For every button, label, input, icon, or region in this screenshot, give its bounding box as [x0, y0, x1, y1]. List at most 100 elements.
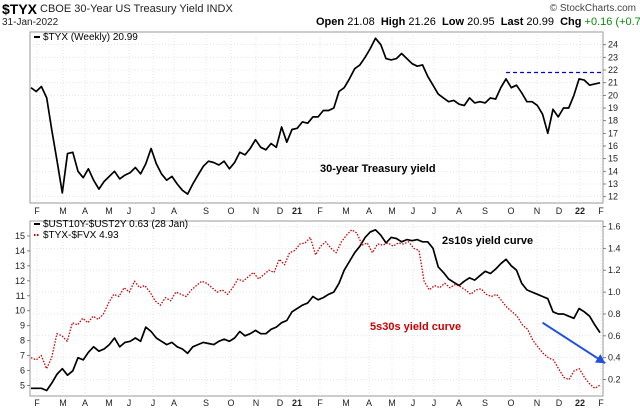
y-tick-label: 24: [608, 40, 618, 50]
last-value: 20.99: [526, 16, 554, 28]
open-label: Open: [316, 16, 345, 28]
x-tick-label: F: [34, 398, 40, 408]
left-tick-label: 9: [20, 321, 25, 331]
x-tick-label: F: [317, 398, 323, 408]
x-tick-label: N: [534, 206, 541, 216]
x-tick-label: J: [432, 398, 437, 408]
legend-entry: $UST10Y-$UST2Y 0.63 (28 Jan): [43, 219, 188, 230]
x-tick-label: J: [432, 206, 437, 216]
right-tick-label: 0.4: [608, 353, 621, 363]
x-tick-label: O: [507, 398, 514, 408]
x-tick-label: M: [59, 398, 67, 408]
x-tick-label: F: [34, 206, 40, 216]
right-tick-label: 0.8: [608, 309, 621, 319]
annotation-2s10s: 2s10s yield curve: [442, 235, 533, 247]
low-value: 20.95: [467, 16, 495, 28]
legend-entry: $TYX-$FVX 4.93: [43, 230, 119, 241]
tyx-weekly-line: [30, 37, 601, 195]
x-tick-label: M: [59, 206, 67, 216]
x-tick-label: A: [171, 398, 177, 408]
left-tick-label: 15: [15, 231, 25, 241]
left-tick-label: 13: [15, 261, 25, 271]
y-tick-label: 20: [608, 90, 618, 100]
x-tick-label: S: [482, 398, 488, 408]
x-tick-label: O: [227, 206, 234, 216]
chart-date: 31-Jan-2022: [2, 17, 59, 28]
x-tick-label: A: [366, 206, 372, 216]
curve-2s10s-line: [31, 228, 601, 392]
x-tick-label: O: [507, 206, 514, 216]
x-tick-label: M: [105, 206, 113, 216]
left-tick-label: 14: [15, 246, 25, 256]
legend-entry: $TYX (Weekly) 20.99: [43, 32, 138, 43]
last-label: Last: [500, 16, 524, 28]
x-tick-label: S: [482, 206, 488, 216]
y-tick-label: 16: [608, 141, 618, 151]
x-tick-label: 22: [575, 206, 585, 216]
left-tick-label: 6: [20, 366, 25, 376]
curve-5s30s-line: [30, 229, 601, 389]
x-tick-label: J: [151, 398, 156, 408]
y-tick-label: 23: [608, 52, 618, 62]
x-tick-label: M: [105, 398, 113, 408]
x-tick-label: A: [456, 206, 462, 216]
chart-header: $TYX CBOE 30-Year US Treasury Yield INDX…: [0, 0, 640, 30]
x-tick-label: J: [127, 398, 132, 408]
x-tick-label: M: [388, 206, 396, 216]
x-tick-label: D: [556, 398, 563, 408]
x-tick-label: J: [411, 206, 416, 216]
right-tick-label: 0.2: [608, 375, 621, 385]
right-tick-label: 1.2: [608, 265, 621, 275]
x-tick-label: 22: [575, 398, 585, 408]
low-label: Low: [442, 16, 465, 28]
x-tick-label: A: [171, 206, 177, 216]
trend-arrow-shaft: [542, 321, 606, 365]
quote-bar: Open 21.08 High 21.26 Low 20.95 Last 20.…: [316, 16, 640, 28]
right-tick-label: 1.0: [608, 287, 621, 297]
chart-panel-top: 12 13 14 15 16 17 18 19 20 21 22 23 24 $TYX (Weekly) …: [29, 31, 618, 204]
x-tick-label: N: [534, 398, 541, 408]
chg-label: Chg: [560, 16, 582, 28]
brand-credit: © StockCharts.com: [549, 3, 636, 14]
x-tick-label: A: [82, 206, 88, 216]
x-tick-label: S: [203, 398, 209, 408]
y-tick-label: 18: [608, 116, 618, 126]
y-tick-label: 14: [608, 166, 618, 176]
open-value: 21.08: [347, 16, 375, 28]
x-tick-label: 21: [292, 398, 302, 408]
x-tick-label: O: [227, 398, 234, 408]
x-tick-label: A: [456, 398, 462, 408]
y-tick-label: 17: [608, 128, 618, 138]
y-tick-label: 12: [608, 192, 618, 202]
left-tick-label: 11: [16, 291, 25, 301]
left-tick-label: 7: [20, 351, 25, 361]
x-tick-label: A: [366, 398, 372, 408]
plot-frame: [29, 220, 604, 397]
y-tick-label: 22: [608, 65, 618, 75]
x-tick-label: D: [277, 206, 284, 216]
left-tick-label: 12: [15, 276, 25, 286]
chart-annotation: 30-year Treasury yield: [320, 163, 436, 175]
x-tick-label: J: [411, 398, 416, 408]
x-tick-label: F: [598, 398, 604, 408]
x-tick-label: M: [388, 398, 396, 408]
x-tick-label: J: [127, 206, 132, 216]
x-tick-label: A: [82, 398, 88, 408]
left-tick-label: 8: [20, 336, 25, 346]
right-tick-label: 1.6: [608, 221, 621, 231]
right-tick-label: 1.4: [608, 243, 621, 253]
symbol-description: CBOE 30-Year US Treasury Yield INDX: [40, 3, 233, 15]
high-label: High: [380, 16, 406, 28]
y-tick-label: 13: [608, 179, 618, 189]
x-tick-label: N: [253, 206, 260, 216]
x-tick-label: S: [203, 206, 209, 216]
y-tick-label: 15: [608, 154, 618, 164]
x-tick-label: 21: [292, 206, 302, 216]
chart-panel-bottom: 5 6 7 8 9 10 11 12 13 14 15 0.2 0.4 0.6 0.8 1.0 1.2 1.4 1.…: [15, 219, 621, 397]
x-tick-label: N: [253, 398, 260, 408]
x-tick-label: M: [342, 206, 350, 216]
left-tick-label: 5: [20, 381, 25, 391]
right-tick-label: 0.6: [608, 331, 621, 341]
x-tick-label: F: [598, 206, 604, 216]
